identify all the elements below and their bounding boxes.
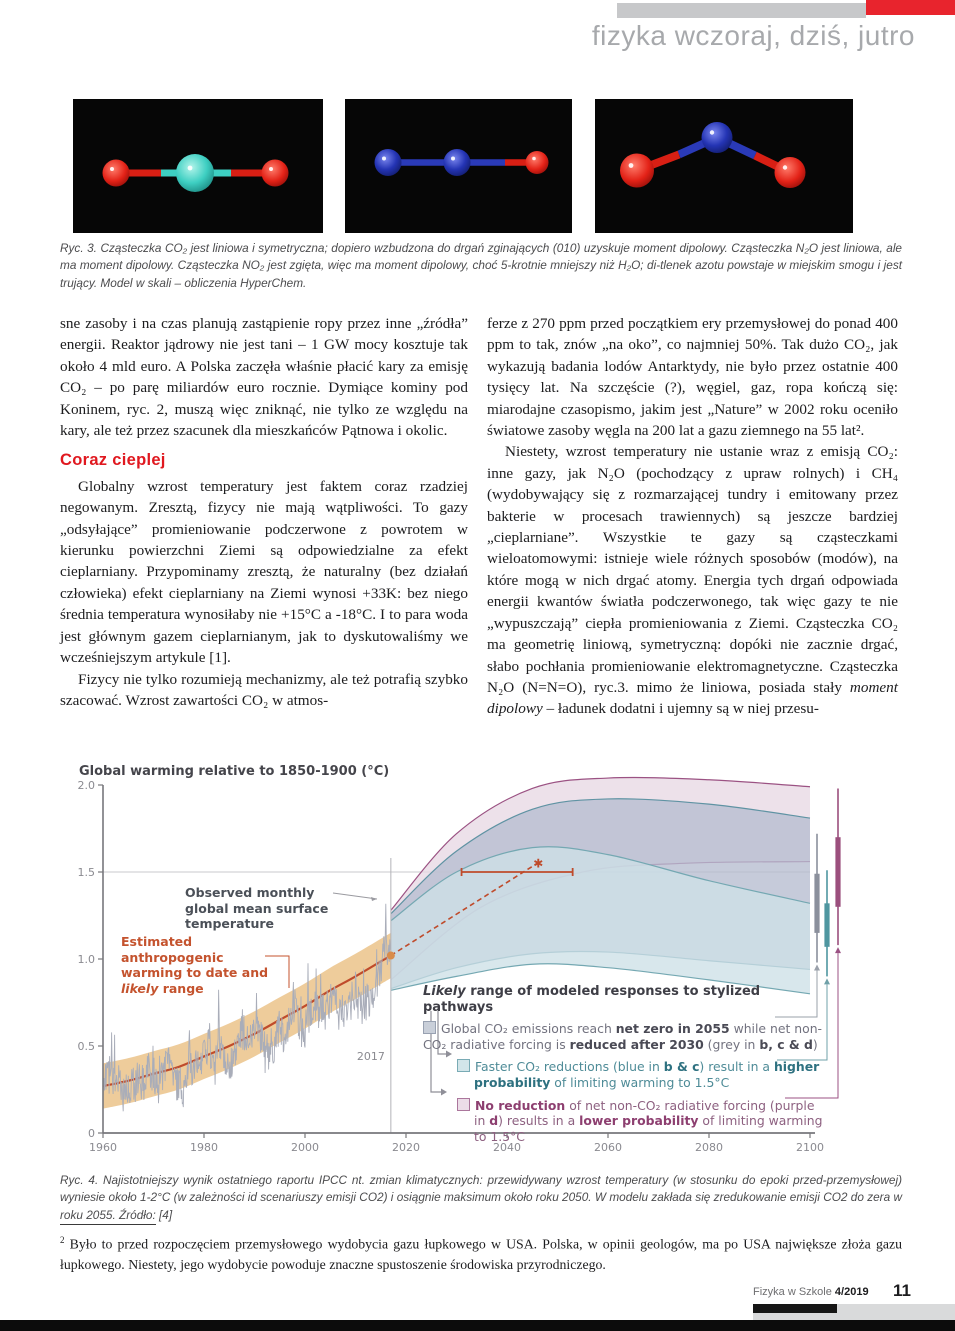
svg-text:2100: 2100: [796, 1141, 824, 1154]
no2-molecule-image: [595, 99, 853, 233]
svg-text:2017: 2017: [357, 1050, 385, 1063]
legend-item-faster-reductions: Faster CO₂ reductions (blue in b & c) re…: [457, 1059, 827, 1090]
footnote-marker: 2: [60, 1235, 65, 1245]
paragraph: Fizycy nie tylko rozumieją mechanizmy, a…: [60, 670, 468, 709]
paragraph: Globalny wzrost temperatury jest faktem …: [60, 477, 468, 667]
svg-text:2020: 2020: [392, 1141, 420, 1154]
right-column: ferze z 270 ppm przed początkiem ery prz…: [487, 313, 898, 720]
chart-legend: Likely range of modeled responses to sty…: [423, 984, 827, 1144]
legend-item-net-zero: Global CO₂ emissions reach net zero in 2…: [423, 1021, 823, 1052]
svg-text:2040: 2040: [493, 1141, 521, 1154]
footer-black-bar: [753, 1304, 837, 1313]
warming-chart-canvas: 2017 ✱ 0 0.5 1.0 1.5 2.0 1960 1980 2000 2020 2040 20…: [78, 776, 841, 1154]
section-heading: Coraz cieplej: [60, 451, 166, 470]
legend-title: Likely range of modeled responses to sty…: [423, 984, 761, 1015]
svg-text:0.5: 0.5: [78, 1040, 96, 1053]
footnote: 2 Było to przed rozpoczęciem przemysłowe…: [60, 1235, 902, 1272]
chart-title: Global warming relative to 1850-1900 (°C…: [79, 764, 390, 779]
paragraph: ferze z 270 ppm przed początkiem ery prz…: [487, 315, 898, 440]
journal-name: Fizyka w Szkole 4/2019: [753, 1286, 869, 1298]
legend-item-no-reduction: No reduction of net non-CO₂ radiative fo…: [457, 1097, 827, 1145]
svg-text:2060: 2060: [594, 1141, 622, 1154]
svg-text:0: 0: [88, 1127, 95, 1140]
grey-swatch-icon: [423, 1021, 436, 1035]
svg-text:1.5: 1.5: [78, 866, 96, 879]
svg-text:2000: 2000: [291, 1141, 319, 1154]
observed-temperature-label: Observed monthly global mean surface tem…: [185, 885, 329, 931]
bottom-black-bar: [0, 1320, 955, 1331]
svg-text:✱: ✱: [533, 856, 543, 870]
svg-text:2080: 2080: [695, 1141, 723, 1154]
svg-text:1.0: 1.0: [78, 953, 96, 966]
blue-swatch-icon: [457, 1059, 470, 1073]
page-number: 11: [893, 1281, 911, 1300]
figure-ipcc-chart: 2017 ✱ 0 0.5 1.0 1.5 2.0 1960 1980 2000 2020 2040 20…: [75, 758, 955, 1170]
footnote-rule: [60, 1224, 156, 1225]
paragraph: Niestety, wzrost temperatury nie ustanie…: [487, 443, 898, 718]
anthropogenic-warming-label: Estimated anthropogenic warming to date …: [121, 934, 269, 996]
svg-text:1980: 1980: [190, 1141, 218, 1154]
svg-text:1960: 1960: [89, 1141, 117, 1154]
header-red-block: [866, 0, 955, 15]
svg-text:2.0: 2.0: [78, 779, 96, 792]
paragraph: sne zasoby i na czas planują zastąpienie…: [60, 315, 468, 440]
purple-swatch-icon: [457, 1097, 470, 1111]
left-column: sne zasoby i na czas planują zastąpienie…: [60, 313, 468, 711]
header-rule: [617, 3, 866, 18]
co2-molecule-image: [73, 99, 323, 233]
figure4-caption: Ryc. 4. Najistotniejszy wynik ostatniego…: [60, 1173, 902, 1222]
figure3-caption: Ryc. 3. Cząsteczka CO₂ jest liniowa i sy…: [60, 241, 902, 290]
n2o-molecule-image: [345, 99, 572, 233]
section-header-title: fizyka wczoraj, dziś, jutro: [591, 20, 915, 51]
